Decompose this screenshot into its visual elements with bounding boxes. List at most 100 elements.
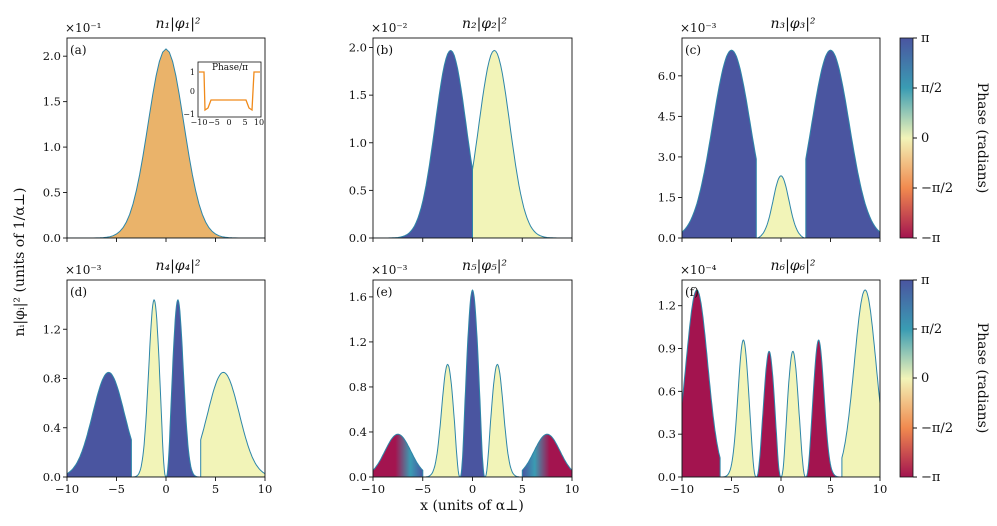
y-tick-label: 0.6 bbox=[658, 384, 676, 398]
colorbar-tick: π/2 bbox=[921, 81, 942, 96]
density-peak bbox=[422, 363, 461, 477]
panel-letter: (c) bbox=[685, 43, 701, 57]
panel-d: 0.0 0.4 0.8 1.2 −10 −5 0 5 10 ×10⁻³ n₄|φ₄|² (d) bbox=[43, 258, 273, 496]
panel-title: n₃|φ₃|² bbox=[770, 16, 815, 32]
y-tick-label: 0.8 bbox=[43, 372, 61, 386]
inset-xtick: −5 bbox=[208, 118, 220, 127]
colorbar-tick: π bbox=[921, 273, 930, 288]
inset-xtick: 10 bbox=[254, 118, 264, 127]
colorbar-tick: 0 bbox=[921, 131, 929, 146]
panel-title: n₄|φ₄|² bbox=[155, 258, 200, 274]
density-peak bbox=[459, 289, 486, 477]
panel-letter: (f) bbox=[685, 285, 699, 299]
panel-c: 0.0 1.5 3.0 4.5 6.0 ×10⁻³ n₃|φ₃|² (c) bbox=[658, 16, 881, 245]
inset-ytick: 0 bbox=[190, 87, 195, 96]
panel-letter: (d) bbox=[70, 285, 87, 299]
colorbar-tick: −π bbox=[921, 470, 941, 485]
colorbar-bottom-strip bbox=[900, 280, 913, 477]
y-tick-label: 0.3 bbox=[658, 427, 676, 441]
y-tick-label: 0.9 bbox=[658, 342, 676, 356]
colorbar-tick: π/2 bbox=[921, 322, 942, 337]
density-peak bbox=[841, 289, 880, 477]
axis-multiplier: ×10⁻² bbox=[371, 21, 408, 35]
axis-multiplier: ×10⁻³ bbox=[680, 21, 717, 35]
inset-ytick: −1 bbox=[183, 110, 195, 119]
y-tick-label: 0.4 bbox=[43, 421, 61, 435]
x-tick-label: 10 bbox=[258, 482, 273, 496]
density-peak bbox=[472, 49, 572, 238]
x-tick-label: 10 bbox=[565, 482, 580, 496]
density-peak bbox=[200, 371, 265, 477]
density-peak bbox=[373, 49, 473, 238]
axis-multiplier: ×10⁻³ bbox=[65, 263, 102, 277]
colorbar-top-strip bbox=[900, 38, 913, 238]
density-peak bbox=[682, 289, 721, 477]
y-tick-label: 6.0 bbox=[658, 69, 676, 83]
y-tick-label: 1.2 bbox=[43, 322, 61, 336]
axis-multiplier: ×10⁻³ bbox=[371, 263, 408, 277]
y-tick-label: 2.0 bbox=[43, 49, 61, 63]
x-tick-label: 5 bbox=[519, 482, 526, 496]
x-tick-label: −5 bbox=[108, 482, 125, 496]
y-tick-label: 1.5 bbox=[349, 88, 367, 102]
colorbar-tick: −π/2 bbox=[921, 181, 953, 196]
colorbar-top: π π/2 0 −π/2 −π Phase (radians) bbox=[899, 31, 990, 246]
inset-ytick: 1 bbox=[190, 68, 195, 77]
y-tick-label: 0.5 bbox=[349, 183, 367, 197]
x-tick-label: 10 bbox=[873, 482, 888, 496]
panel-letter: (e) bbox=[376, 285, 392, 299]
phase-inset: Phase/π 1 0 −1 −10 −5 0 5 10 bbox=[183, 61, 264, 127]
y-tick-label: 0.0 bbox=[349, 231, 367, 245]
inset-xtick: 0 bbox=[226, 118, 231, 127]
panel-a: 0.0 0.5 1.0 1.5 2.0 ×10⁻¹ n₁|φ₁|² (a) bbox=[43, 16, 266, 245]
y-tick-label: 1.0 bbox=[43, 140, 61, 154]
colorbar-tick: −π/2 bbox=[921, 421, 953, 436]
panel-letter: (a) bbox=[70, 43, 87, 57]
inset-xtick: 5 bbox=[242, 118, 247, 127]
y-tick-label: 0.0 bbox=[43, 231, 61, 245]
colorbar-tick: π bbox=[921, 31, 930, 46]
axis-multiplier: ×10⁻⁴ bbox=[680, 263, 717, 277]
y-tick-label: 1.2 bbox=[349, 335, 367, 349]
density-peak bbox=[756, 175, 806, 238]
panel-b: 0.0 0.5 1.0 1.5 2.0 ×10⁻² n₂|φ₂|² (b) bbox=[349, 16, 573, 245]
inset-title: Phase/π bbox=[212, 63, 248, 73]
y-axis-label: nᵢ|φᵢ|² (units of 1/α⊥) bbox=[12, 188, 28, 337]
colorbar-tick: −π bbox=[921, 231, 941, 246]
y-tick-label: 0.0 bbox=[658, 470, 676, 484]
density-peak bbox=[804, 339, 842, 477]
y-tick-label: 1.0 bbox=[349, 136, 367, 150]
inset-xtick: −10 bbox=[191, 118, 208, 127]
x-tick-label: −10 bbox=[670, 482, 694, 496]
x-tick-label: 5 bbox=[827, 482, 834, 496]
y-tick-label: 0.0 bbox=[43, 470, 61, 484]
colorbar-label: Phase (radians) bbox=[974, 323, 990, 434]
x-axis-label: x (units of α⊥) bbox=[420, 498, 524, 514]
x-tick-label: −5 bbox=[414, 482, 431, 496]
x-tick-label: −5 bbox=[723, 482, 740, 496]
y-tick-label: 3.0 bbox=[658, 150, 676, 164]
axis-multiplier: ×10⁻¹ bbox=[65, 21, 101, 35]
y-tick-label: 0.0 bbox=[658, 231, 676, 245]
panel-e: 0.0 0.4 0.8 1.2 1.6 −10 −5 0 5 10 ×10⁻³ n₅|φ₅|² (e) bbox=[349, 258, 580, 496]
y-tick-label: 0.0 bbox=[349, 470, 367, 484]
colorbar-tick: 0 bbox=[921, 371, 929, 386]
y-tick-label: 1.6 bbox=[349, 290, 367, 304]
x-tick-label: 0 bbox=[469, 482, 476, 496]
panel-title: n₅|φ₅|² bbox=[462, 258, 507, 274]
inset-phase-curve bbox=[199, 71, 260, 112]
panel-title: n₂|φ₂|² bbox=[462, 16, 507, 32]
y-tick-label: 0.5 bbox=[43, 186, 61, 200]
density-peak bbox=[131, 299, 167, 477]
density-peak bbox=[720, 339, 758, 477]
panel-letter: (b) bbox=[376, 43, 393, 57]
y-tick-label: 0.8 bbox=[349, 380, 367, 394]
y-tick-label: 2.0 bbox=[349, 41, 367, 55]
y-tick-label: 0.4 bbox=[349, 425, 367, 439]
panel-title: n₁|φ₁|² bbox=[155, 16, 200, 32]
y-tick-label: 1.2 bbox=[658, 299, 676, 313]
x-tick-label: 0 bbox=[777, 482, 784, 496]
density-peak bbox=[484, 363, 523, 477]
x-tick-label: 0 bbox=[162, 482, 169, 496]
